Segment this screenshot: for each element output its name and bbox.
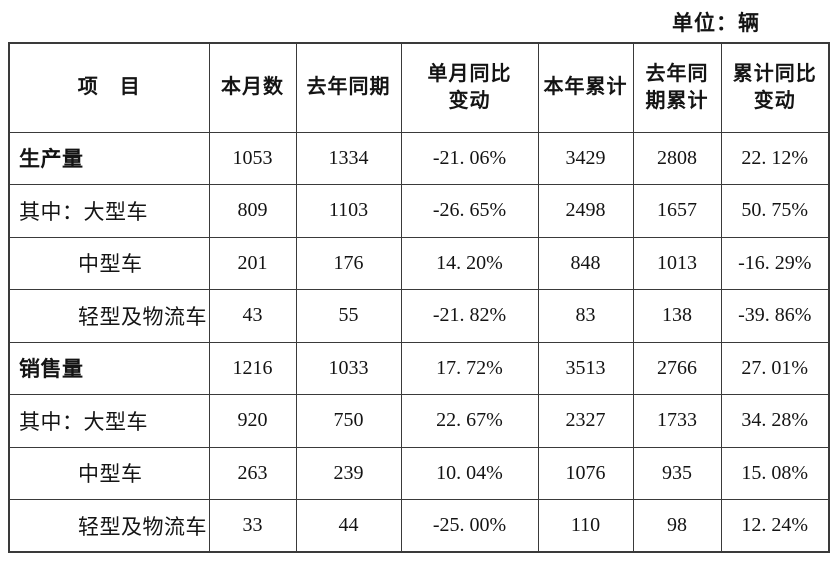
value-cell: -39. 86% [720,289,830,343]
unit-label: 单位：辆 [672,12,760,35]
row-label: 销售量 [8,341,210,395]
value-cell: 1013 [632,236,722,290]
row-label: 中型车 [8,236,210,290]
value-cell: 2327 [537,394,634,448]
value-cell: 1103 [295,184,402,238]
value-cell: 809 [208,184,297,238]
value-cell: 22. 67% [400,394,539,448]
value-cell: -25. 00% [400,499,539,553]
value-cell: 27. 01% [720,341,830,395]
table-row: 轻型及物流车 43 55 -21. 82% 83 138 -39. 86% [8,289,830,343]
table-row: 销售量 1216 1033 17. 72% 3513 2766 27. 01% [8,341,830,395]
value-cell: 3429 [537,131,634,185]
row-label: 中型车 [8,446,210,500]
value-cell: 263 [208,446,297,500]
value-cell: 138 [632,289,722,343]
header-row: 项 目本月数 去年同期 单月同比 变动 本年累计 去年同 期累计 累计同比 变动 [8,42,830,133]
value-cell: 239 [295,446,402,500]
value-cell: 110 [537,499,634,553]
row-label: 其中：大型车 [8,184,210,238]
column-header-last-year-ytd-total: 去年同 期累计 [632,42,722,133]
value-cell: 920 [208,394,297,448]
value-cell: 14. 20% [400,236,539,290]
column-header-monthly-yoy-change: 单月同比 变动 [400,42,539,133]
value-cell: 15. 08% [720,446,830,500]
value-cell: 2808 [632,131,722,185]
value-cell: 2498 [537,184,634,238]
value-cell: 935 [632,446,722,500]
value-cell: 1033 [295,341,402,395]
table-row: 其中：大型车 809 1103 -26. 65% 2498 1657 50. 75% [8,184,830,238]
table-row: 生产量 1053 1334 -21. 06% 3429 2808 22. 12% [8,131,830,185]
value-cell: 50. 75% [720,184,830,238]
value-cell: 17. 72% [400,341,539,395]
table-row: 中型车 201 176 14. 20% 848 1013 -16. 29% [8,236,830,290]
value-cell: 43 [208,289,297,343]
value-cell: 201 [208,236,297,290]
column-header-cumulative-yoy-change: 累计同比 变动 [720,42,830,133]
table-row: 其中：大型车 920 750 22. 67% 2327 1733 34. 28% [8,394,830,448]
row-label: 轻型及物流车 [8,289,210,343]
value-cell: 22. 12% [720,131,830,185]
value-cell: -21. 06% [400,131,539,185]
value-cell: 1334 [295,131,402,185]
value-cell: 12. 24% [720,499,830,553]
value-cell: 750 [295,394,402,448]
value-cell: 3513 [537,341,634,395]
value-cell: 1216 [208,341,297,395]
value-cell: 176 [295,236,402,290]
row-label: 其中：大型车 [8,394,210,448]
value-cell: 1076 [537,446,634,500]
table-body: 生产量 1053 1334 -21. 06% 3429 2808 22. 12% 其中：大型车… [8,131,830,553]
column-header-ytd-total: 本年累计 [537,42,634,133]
value-cell: -26. 65% [400,184,539,238]
value-cell: -16. 29% [720,236,830,290]
value-cell: 848 [537,236,634,290]
value-cell: 1733 [632,394,722,448]
value-cell: 98 [632,499,722,553]
production-sales-table: 项 目本月数 去年同期 单月同比 变动 本年累计 去年同 期累计 累计同比 变动 生产量 1… [8,42,830,553]
value-cell: 44 [295,499,402,553]
row-label: 轻型及物流车 [8,499,210,553]
value-cell: 33 [208,499,297,553]
table-row: 中型车 263 239 10. 04% 1076 935 15. 08% [8,446,830,500]
value-cell: 34. 28% [720,394,830,448]
value-cell: 10. 04% [400,446,539,500]
table-row: 轻型及物流车 33 44 -25. 00% 110 98 12. 24% [8,499,830,553]
value-cell: 2766 [632,341,722,395]
value-cell: -21. 82% [400,289,539,343]
column-header-item: 项 目 [8,42,210,133]
row-label: 生产量 [8,131,210,185]
column-header-current-month: 本月数 [208,42,297,133]
value-cell: 1657 [632,184,722,238]
value-cell: 1053 [208,131,297,185]
column-header-last-year-same-period: 去年同期 [295,42,402,133]
value-cell: 55 [295,289,402,343]
value-cell: 83 [537,289,634,343]
